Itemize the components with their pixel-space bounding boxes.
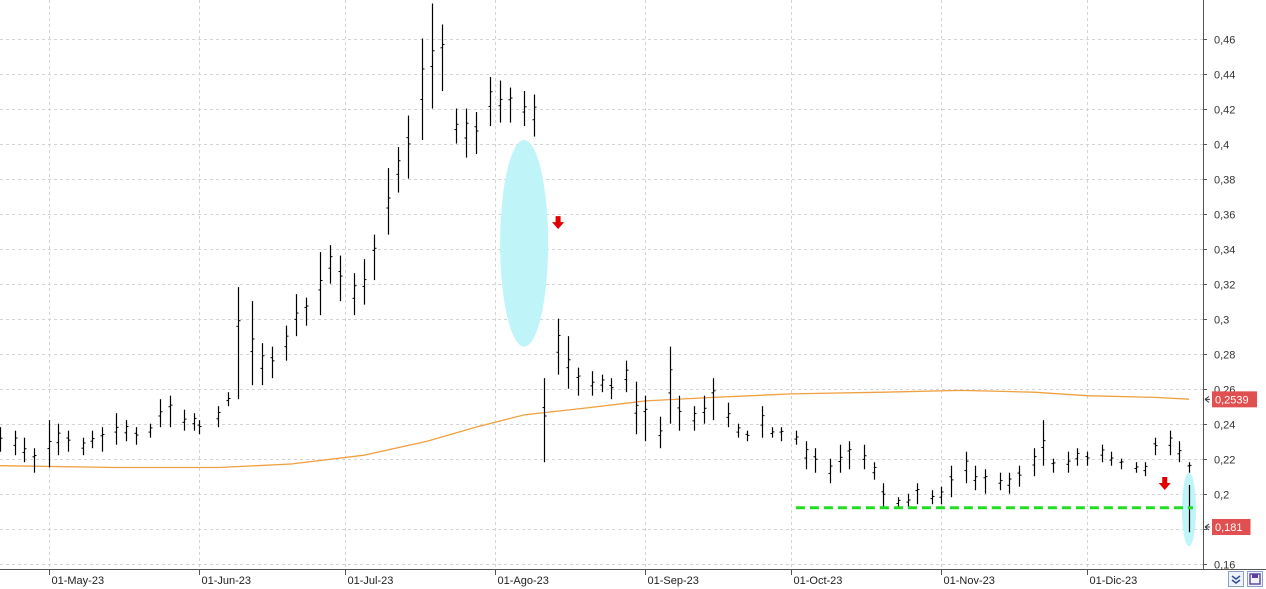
x-axis: 01-May-23 01-Jun-23 01-Jul-23 01-Ago-23 01-S… bbox=[49, 569, 1138, 587]
y-tick-label: 0,38 bbox=[1214, 175, 1235, 187]
down-arrow-icon bbox=[552, 216, 565, 230]
y-tick-label: 0,24 bbox=[1214, 420, 1235, 432]
y-axis: 0,160,180,20,220,240,260,280,30,320,340,… bbox=[1203, 35, 1235, 572]
price-tag-arrow bbox=[1204, 395, 1210, 403]
x-tick-label: 01-Jun-23 bbox=[202, 575, 252, 587]
x-tick-label: 01-Jul-23 bbox=[348, 575, 394, 587]
y-tick-label: 0,2 bbox=[1214, 490, 1229, 502]
grid bbox=[0, 0, 1203, 569]
y-tick-label: 0,16 bbox=[1214, 560, 1235, 572]
price-tag bbox=[1212, 391, 1257, 408]
x-tick-label: 01-Sep-23 bbox=[648, 575, 699, 587]
y-tick-label: 0,34 bbox=[1214, 245, 1235, 257]
moving-average-layer bbox=[0, 389, 1190, 469]
price-tag-label: 0,2539 bbox=[1215, 394, 1249, 406]
y-tick-label: 0,44 bbox=[1214, 70, 1235, 82]
save-icon[interactable] bbox=[1247, 571, 1263, 587]
y-tick-label: 0,42 bbox=[1214, 105, 1235, 117]
price-tag-arrow bbox=[1204, 523, 1210, 531]
price-bars bbox=[0, 3, 1192, 533]
y-tick-label: 0,3 bbox=[1214, 315, 1229, 327]
x-tick-label: 01-May-23 bbox=[52, 575, 105, 587]
moving-average-line bbox=[0, 389, 1190, 469]
x-tick-label: 01-Oct-23 bbox=[794, 575, 843, 587]
zoom-icon[interactable] bbox=[1228, 571, 1244, 587]
x-tick-label: 01-Nov-23 bbox=[944, 575, 995, 587]
x-tick-label: 01-Ago-23 bbox=[498, 575, 549, 587]
price-tag bbox=[1212, 518, 1251, 535]
marker-layer bbox=[552, 216, 1171, 490]
y-tick-label: 0,32 bbox=[1214, 280, 1235, 292]
y-tick-label: 0,28 bbox=[1214, 350, 1235, 362]
chevron-double-icon bbox=[1231, 575, 1241, 584]
price-tag-label: 0,181 bbox=[1215, 522, 1243, 534]
y-tick-label: 0,4 bbox=[1214, 140, 1229, 152]
floppy-disk-icon bbox=[1249, 573, 1261, 585]
price-tags: 0,2539 0,181 bbox=[1204, 391, 1257, 535]
x-tick-label: 01-Dic-23 bbox=[1090, 575, 1138, 587]
y-tick-label: 0,36 bbox=[1214, 210, 1235, 222]
y-tick-label: 0,22 bbox=[1214, 455, 1235, 467]
highlight-ellipse bbox=[500, 140, 549, 347]
down-arrow-icon bbox=[1158, 476, 1171, 490]
y-tick-label: 0,46 bbox=[1214, 35, 1235, 47]
